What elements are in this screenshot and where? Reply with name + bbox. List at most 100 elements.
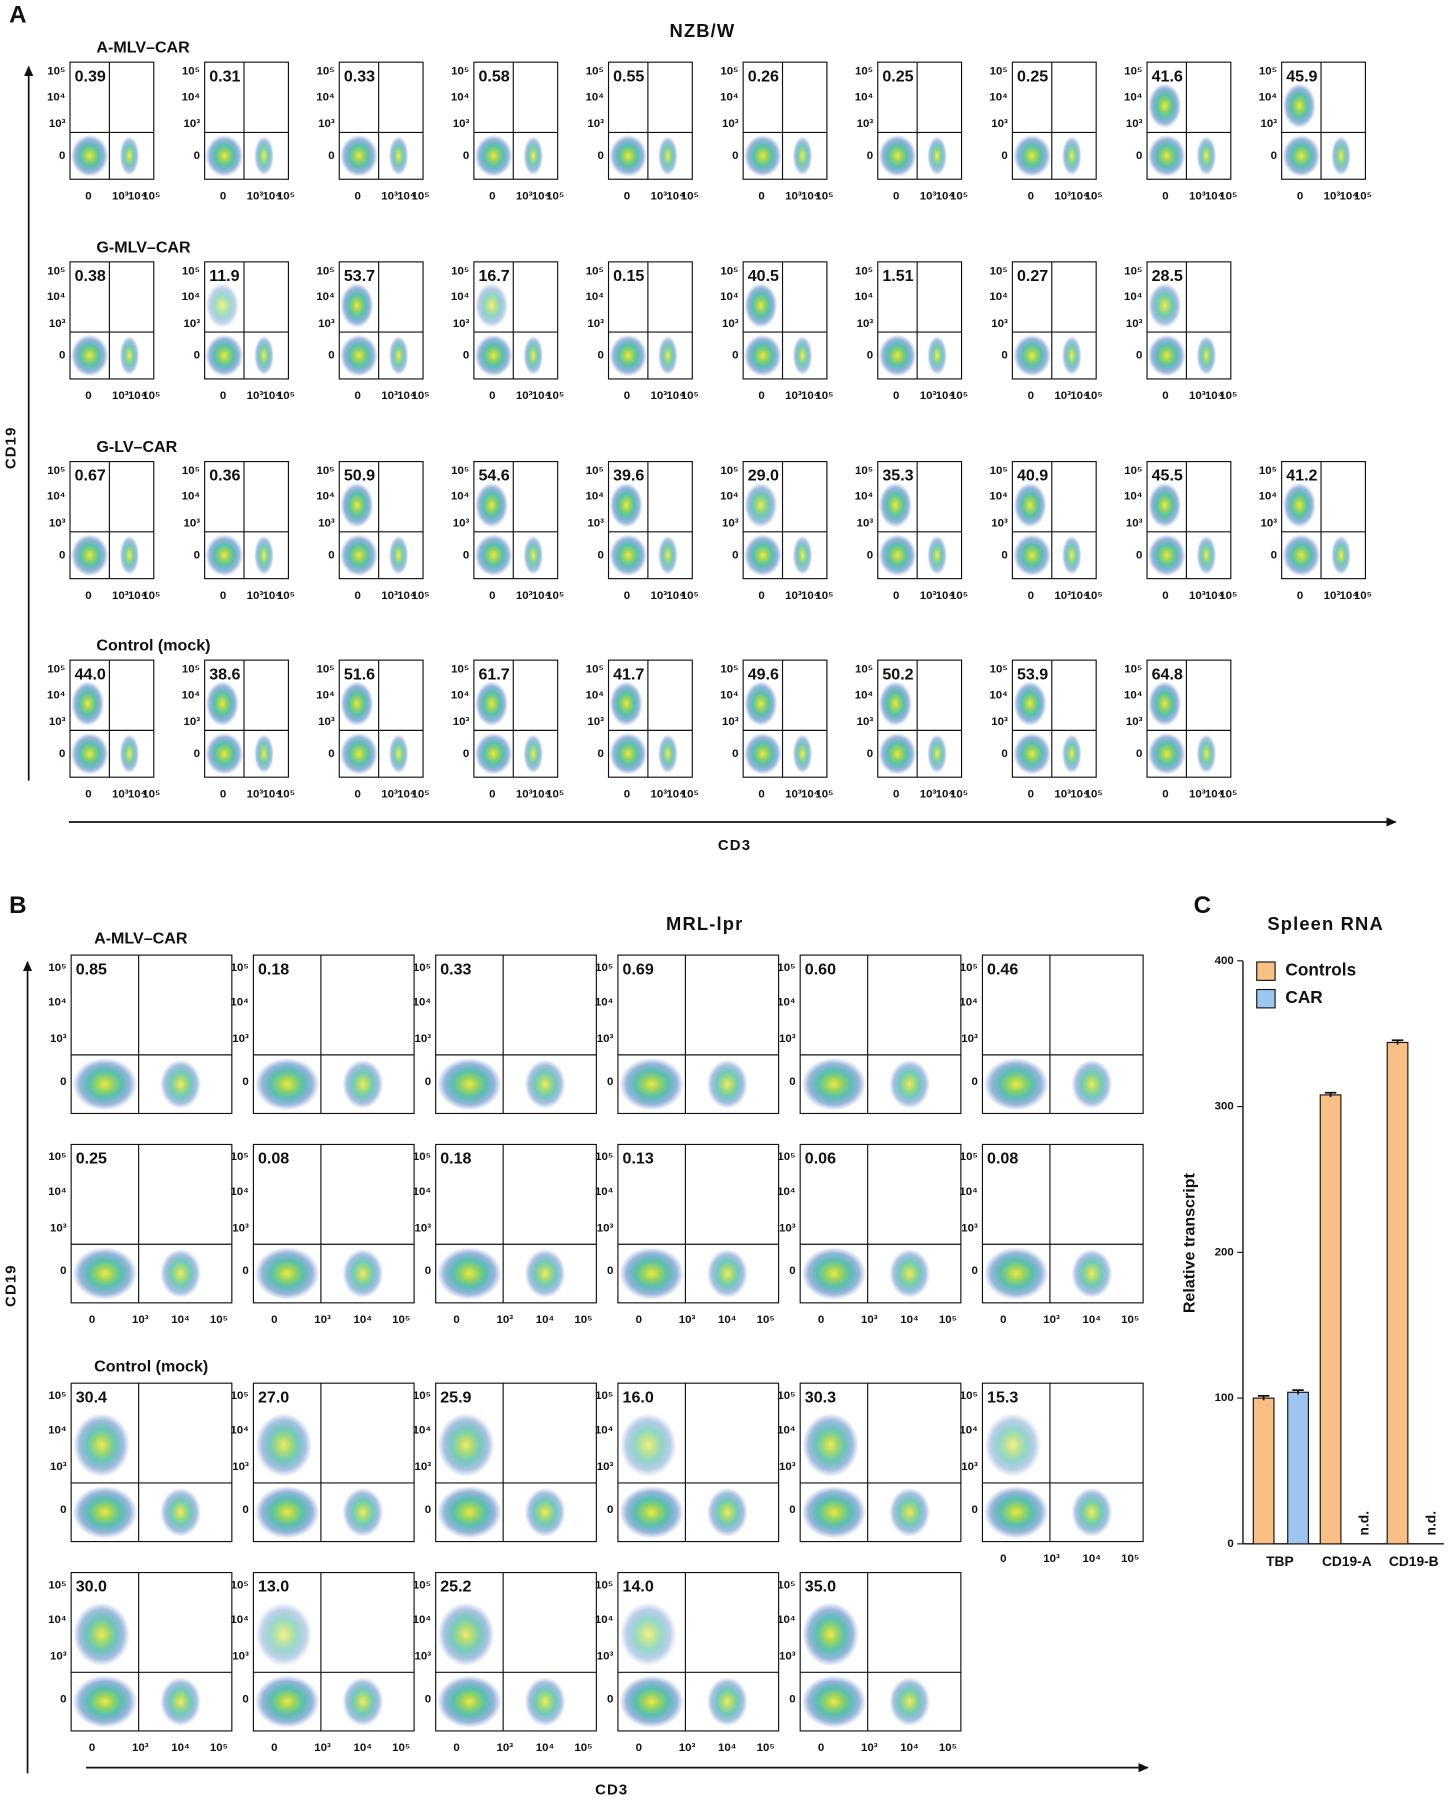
- plot-frame: [435, 1571, 597, 1732]
- y-tick-label: 10⁴: [48, 1614, 67, 1626]
- plot-frame: [252, 954, 415, 1115]
- y-tick-label: 10⁴: [1124, 491, 1143, 503]
- x-tick-label: 10⁴: [900, 1314, 919, 1326]
- flow-plot: [981, 1382, 1144, 1543]
- plot-frame: [981, 1143, 1144, 1304]
- x-tick-label: 10⁴: [1339, 190, 1358, 202]
- flow-plot: [799, 1571, 962, 1732]
- cell-population: [658, 535, 678, 575]
- x-tick-label: 10³: [381, 590, 398, 602]
- x-tick-label: 10⁴: [1070, 590, 1089, 602]
- x-tick-label: 10⁵: [1219, 390, 1237, 402]
- x-tick-label: 10⁴: [353, 1314, 372, 1326]
- x-tick-label: 0: [624, 788, 630, 800]
- x-tick-label: 0: [85, 590, 91, 602]
- y-tick-label: 10⁴: [959, 1425, 978, 1437]
- y-tick-label: 0: [607, 1265, 613, 1277]
- cell-population: [523, 734, 544, 774]
- x-tick-label: 0: [624, 390, 630, 402]
- cell-population: [609, 732, 648, 775]
- flow-plot: [1146, 61, 1232, 180]
- x-tick-label: 10⁴: [666, 390, 685, 402]
- y-tick-label: 0: [732, 748, 738, 760]
- y-tick-label: 10³: [415, 1222, 432, 1234]
- cell-population: [1061, 136, 1082, 176]
- cell-population: [983, 1485, 1049, 1539]
- plot-frame: [70, 1143, 233, 1304]
- y-tick-label: 10⁵: [960, 1390, 978, 1402]
- error-bar: [1391, 1039, 1404, 1045]
- cell-population: [801, 1247, 867, 1300]
- quadrant-percentage: 0.26: [748, 67, 779, 85]
- y-tick-label: 0: [789, 1265, 795, 1277]
- quadrant-percentage: 0.18: [258, 960, 289, 978]
- y-tick-label: 10⁵: [231, 962, 249, 974]
- cell-population: [437, 1247, 502, 1300]
- cell-population: [792, 335, 813, 376]
- x-tick-label: 0: [1000, 1553, 1006, 1565]
- y-tick-label: 10⁵: [1124, 66, 1142, 78]
- flow-plot: [1011, 61, 1097, 180]
- x-tick-label: 0: [85, 390, 91, 402]
- bar: [1386, 1041, 1409, 1545]
- quadrant-percentage: 0.39: [75, 67, 106, 85]
- y-tick-label: 10⁵: [777, 1579, 795, 1591]
- x-tick-label: 10⁵: [411, 788, 429, 800]
- cell-population: [927, 335, 947, 376]
- cell-population: [1282, 534, 1321, 577]
- x-tick-label: 10⁴: [536, 1314, 555, 1326]
- cell-population: [927, 734, 947, 774]
- x-tick-label: 10⁵: [411, 390, 429, 402]
- x-tick-label: 0: [354, 590, 360, 602]
- plot-frame: [607, 461, 693, 580]
- quadrant-percentage: 11.9: [209, 267, 239, 285]
- y-tick-label: 10⁴: [451, 291, 470, 303]
- panel-title: MRL-lpr: [666, 913, 743, 934]
- y-tick-label: 10⁵: [451, 265, 469, 277]
- cell-population: [255, 1602, 313, 1667]
- quadrant-percentage: 25.9: [440, 1388, 471, 1406]
- cell-population: [927, 535, 947, 575]
- y-tick-label: 10⁴: [595, 997, 614, 1009]
- plot-frame: [69, 659, 155, 778]
- x-tick-label: 0: [489, 190, 495, 202]
- y-tick-label: 10⁵: [777, 1390, 795, 1402]
- y-tick-label: 10⁵: [231, 1151, 249, 1163]
- y-tick-label: 10³: [722, 118, 739, 130]
- quadrant-percentage: 38.6: [209, 665, 240, 683]
- x-tick-label: 0: [489, 788, 495, 800]
- cell-population: [744, 681, 778, 727]
- x-tick-label: 10⁴: [801, 590, 820, 602]
- y-tick-label: 0: [463, 549, 469, 561]
- quadrant-percentage: 49.6: [748, 665, 779, 683]
- y-tick-label: 10⁵: [855, 66, 873, 78]
- y-tick-label: 0: [867, 549, 873, 561]
- x-tick-label: 10⁵: [681, 788, 699, 800]
- cell-population: [802, 1413, 859, 1477]
- y-tick-label: 10³: [961, 1222, 978, 1234]
- y-tick-label: 10³: [961, 1461, 978, 1473]
- y-axis-label: Relative transcript: [1180, 1173, 1198, 1314]
- y-tick-label: 10³: [453, 518, 470, 530]
- quadrant-percentage: 0.67: [75, 467, 106, 485]
- row-label: A-MLV–CAR: [94, 929, 188, 947]
- x-tick-label: 10³: [679, 1742, 696, 1754]
- y-tick-label: 300: [1215, 1101, 1234, 1113]
- y-tick-label: 10⁵: [586, 465, 604, 477]
- x-tick-label: 10⁴: [1070, 390, 1089, 402]
- x-tick-label: 0: [1028, 788, 1034, 800]
- y-tick-label: 10³: [453, 318, 470, 330]
- quadrant-percentage: 25.2: [440, 1578, 471, 1596]
- x-tick-label: 10³: [785, 190, 802, 202]
- row-label: G-MLV–CAR: [96, 238, 191, 256]
- y-tick-label: 10⁴: [777, 997, 796, 1009]
- plot-frame: [204, 261, 289, 380]
- x-tick-label: 10³: [132, 1742, 149, 1754]
- y-tick-label: 0: [59, 549, 65, 561]
- cell-population: [743, 534, 782, 577]
- y-tick-label: 10⁴: [413, 1186, 432, 1198]
- plot-frame: [338, 659, 424, 778]
- plot-frame: [1146, 659, 1232, 778]
- x-tick-label: 10⁴: [1070, 788, 1089, 800]
- x-tick-label: 0: [220, 390, 226, 402]
